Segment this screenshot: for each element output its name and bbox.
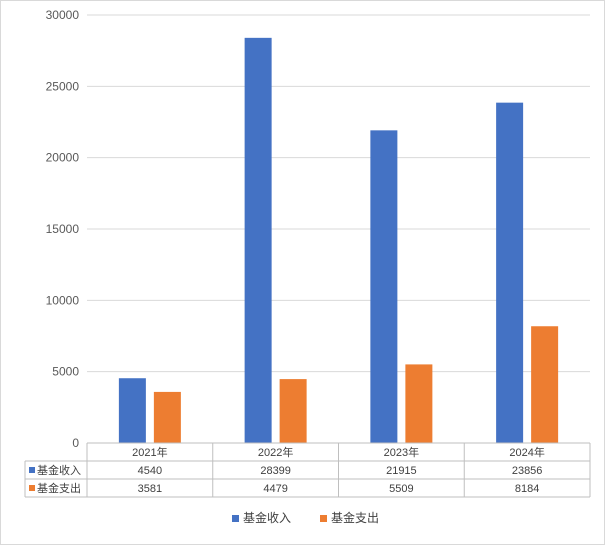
data-value-cell: 21915: [386, 465, 417, 477]
y-tick-label: 10000: [46, 293, 80, 307]
bar-expense: [405, 364, 433, 443]
data-value-cell: 4540: [138, 465, 162, 477]
bar-income: [244, 37, 272, 443]
series-name-cell: 基金支出: [37, 481, 81, 495]
data-value-cell: 3581: [138, 483, 162, 495]
series-key-swatch: [29, 485, 35, 491]
y-tick-label: 25000: [46, 79, 80, 93]
category-label: 2021年: [132, 445, 167, 459]
legend-swatch: [232, 515, 239, 522]
bar-income: [118, 378, 146, 443]
y-tick-label: 5000: [52, 365, 79, 379]
bar-expense: [153, 391, 181, 443]
y-tick-label: 20000: [46, 151, 80, 165]
y-tick-label: 30000: [46, 8, 80, 22]
data-value-cell: 8184: [515, 483, 539, 495]
legend-label: 基金支出: [331, 510, 379, 525]
y-tick-label: 15000: [46, 222, 80, 236]
bar-income: [370, 130, 398, 443]
data-value-cell: 23856: [512, 465, 543, 477]
data-value-cell: 5509: [389, 483, 413, 495]
category-label: 2023年: [384, 445, 419, 459]
data-value-cell: 4479: [263, 483, 287, 495]
data-value-cell: 28399: [260, 465, 291, 477]
legend-label: 基金收入: [243, 510, 291, 525]
category-label: 2022年: [258, 445, 293, 459]
category-label: 2024年: [509, 445, 544, 459]
y-tick-label: 0: [72, 436, 79, 450]
bar-expense: [531, 326, 559, 443]
bar-income: [496, 102, 524, 443]
series-key-swatch: [29, 467, 35, 473]
series-name-cell: 基金收入: [37, 463, 81, 477]
bar-expense: [279, 379, 307, 443]
legend-swatch: [320, 515, 327, 522]
